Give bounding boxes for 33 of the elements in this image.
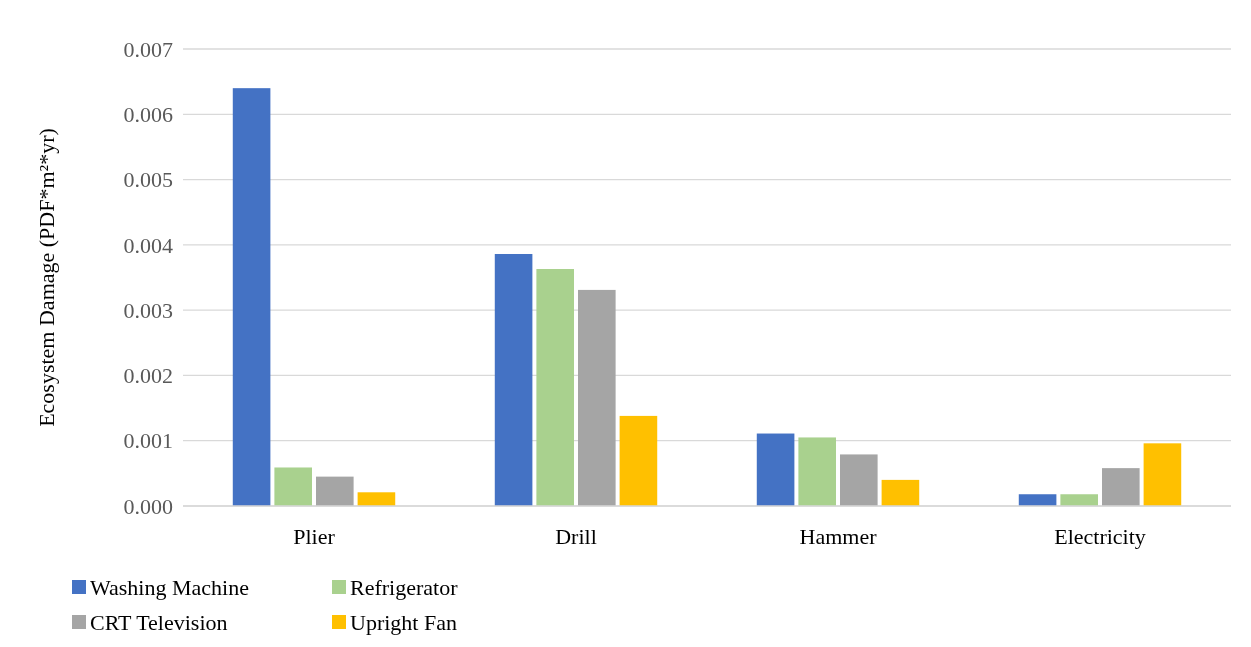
- bar: [232, 88, 271, 506]
- legend-label: Washing Machine: [90, 574, 249, 600]
- bar: [756, 433, 795, 506]
- y-tick-label: 0.001: [123, 428, 173, 454]
- y-axis-title: Ecosystem Damage (PDF*m²*yr): [34, 128, 59, 427]
- bar: [840, 454, 878, 506]
- bar: [1143, 443, 1182, 506]
- bar: [494, 254, 533, 506]
- bar: [1018, 494, 1057, 506]
- y-tick-label: 0.004: [123, 232, 173, 258]
- y-tick-label: 0.007: [123, 36, 173, 62]
- bar: [1060, 494, 1098, 506]
- x-tick-label: Electricity: [1054, 524, 1146, 549]
- x-tick-label: Hammer: [799, 524, 878, 549]
- bar: [316, 476, 354, 506]
- bar: [357, 492, 396, 506]
- y-tick-label: 0.005: [123, 167, 173, 193]
- bar: [881, 479, 920, 506]
- bar: [1102, 468, 1140, 506]
- y-tick-label: 0.006: [123, 101, 173, 127]
- y-tick-label: 0.002: [123, 363, 173, 389]
- x-tick-label: Drill: [555, 524, 597, 549]
- legend-label: CRT Television: [90, 609, 228, 635]
- legend-label: Refrigerator: [350, 574, 459, 600]
- bar: [798, 437, 836, 506]
- bar: [274, 467, 312, 506]
- legend-label: Upright Fan: [350, 609, 457, 635]
- bar: [536, 269, 574, 506]
- bar: [578, 289, 616, 506]
- y-tick-label: 0.000: [123, 493, 173, 519]
- bar: [619, 415, 658, 506]
- y-tick-label: 0.003: [123, 297, 173, 323]
- x-tick-label: Plier: [293, 524, 336, 549]
